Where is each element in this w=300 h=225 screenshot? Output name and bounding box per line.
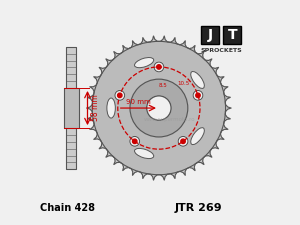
FancyBboxPatch shape — [223, 26, 241, 44]
Ellipse shape — [134, 148, 154, 159]
Text: JTR 269: JTR 269 — [175, 203, 223, 213]
Text: Chain 428: Chain 428 — [40, 203, 95, 213]
Circle shape — [193, 90, 203, 100]
Circle shape — [147, 96, 171, 120]
Ellipse shape — [191, 72, 204, 88]
Circle shape — [196, 93, 200, 98]
Circle shape — [181, 139, 185, 144]
Ellipse shape — [134, 58, 154, 68]
Text: www.supermoto.ro: www.supermoto.ro — [144, 117, 196, 122]
Text: 10.5: 10.5 — [177, 81, 190, 86]
Circle shape — [92, 41, 226, 175]
Text: J: J — [207, 28, 213, 42]
FancyBboxPatch shape — [64, 88, 79, 128]
FancyBboxPatch shape — [201, 26, 219, 44]
Circle shape — [115, 90, 125, 100]
Circle shape — [133, 139, 137, 144]
Text: SPROCKETS: SPROCKETS — [200, 48, 242, 53]
Circle shape — [157, 65, 161, 69]
Circle shape — [118, 93, 122, 98]
Ellipse shape — [107, 98, 115, 118]
Ellipse shape — [191, 128, 204, 145]
Circle shape — [130, 79, 188, 137]
Circle shape — [154, 62, 164, 72]
FancyBboxPatch shape — [66, 47, 76, 169]
Text: 90 mm: 90 mm — [126, 99, 151, 105]
Text: 58 mm: 58 mm — [92, 95, 100, 122]
Polygon shape — [87, 36, 231, 180]
Text: 8.5: 8.5 — [159, 83, 168, 88]
Circle shape — [178, 136, 188, 146]
Circle shape — [130, 136, 140, 146]
Text: T: T — [227, 28, 237, 42]
